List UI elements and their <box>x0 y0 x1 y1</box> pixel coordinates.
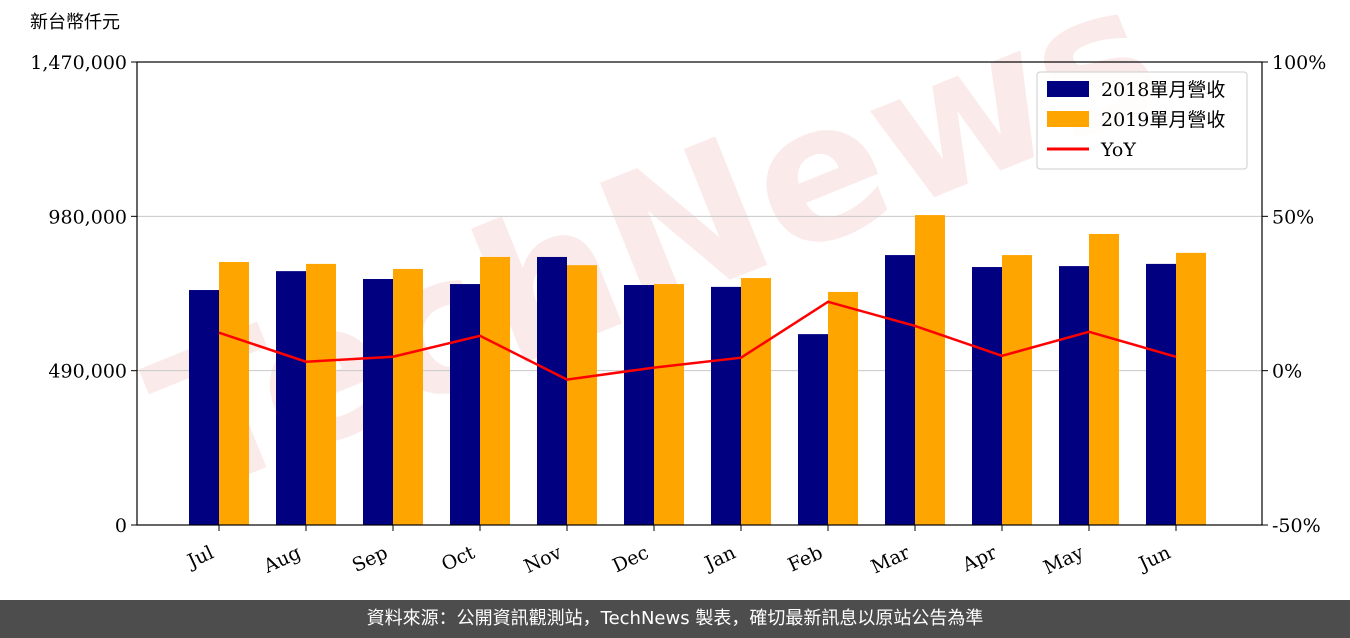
bar <box>450 284 480 525</box>
x-tick-label: Mar <box>868 541 914 578</box>
y-axis-label: 新台幣仟元 <box>30 12 120 33</box>
chart: 新台幣仟元 TechNews 0490,000980,0001,470,000-… <box>30 0 1326 579</box>
y2-tick-label: 0% <box>1272 361 1302 383</box>
x-tick-label: May <box>1040 541 1087 579</box>
bar <box>480 256 510 525</box>
bar <box>219 262 249 525</box>
bar <box>537 256 567 525</box>
bar <box>1176 252 1206 525</box>
y-tick-label: 1,470,000 <box>30 52 127 74</box>
legend-swatch <box>1047 81 1089 97</box>
legend-box <box>1036 71 1248 170</box>
bar <box>711 286 741 525</box>
y-tick-label: 0 <box>115 515 127 537</box>
bar <box>363 279 393 525</box>
bar <box>306 263 336 525</box>
x-tick-label: Apr <box>958 541 1001 577</box>
bar <box>276 271 306 525</box>
plot-frame <box>136 61 1263 526</box>
x-tick-label: Feb <box>785 542 827 577</box>
y-tick-label: 490,000 <box>48 361 127 383</box>
footer: 資料來源：公開資訊觀測站，TechNews 製表，確切最新訊息以原站公告為準 <box>0 600 1350 638</box>
bar <box>798 334 828 525</box>
x-tick-label: Nov <box>521 541 566 577</box>
bar <box>189 290 219 525</box>
legend-label: YoY <box>1100 139 1136 161</box>
legend-label: 2019單月營收 <box>1101 109 1225 131</box>
x-tick-label: Jan <box>700 542 739 576</box>
y2-tick-label: 50% <box>1272 206 1314 228</box>
bar <box>1146 263 1176 525</box>
bar <box>393 268 423 525</box>
x-tick-label: Dec <box>609 542 652 578</box>
y2-tick-label: 100% <box>1272 52 1326 74</box>
bar <box>1002 255 1032 525</box>
bar <box>885 255 915 525</box>
bar <box>828 291 858 525</box>
bar <box>654 284 684 525</box>
bar <box>1089 233 1119 525</box>
y-tick-label: 980,000 <box>48 206 127 228</box>
bar <box>972 267 1002 525</box>
x-tick-label: Aug <box>259 542 304 578</box>
bar <box>567 265 597 525</box>
legend-label: 2018單月營收 <box>1101 79 1225 101</box>
y2-tick-label: -50% <box>1272 515 1321 537</box>
bar <box>624 284 654 525</box>
bar <box>1059 266 1089 525</box>
bar <box>915 215 945 525</box>
x-tick-label: Sep <box>349 542 391 577</box>
legend-swatch <box>1047 111 1089 127</box>
line <box>218 300 1177 381</box>
bar <box>741 278 771 525</box>
x-tick-label: Jul <box>182 542 217 574</box>
x-tick-label: Jun <box>1134 542 1174 576</box>
x-tick-label: Oct <box>438 541 478 575</box>
